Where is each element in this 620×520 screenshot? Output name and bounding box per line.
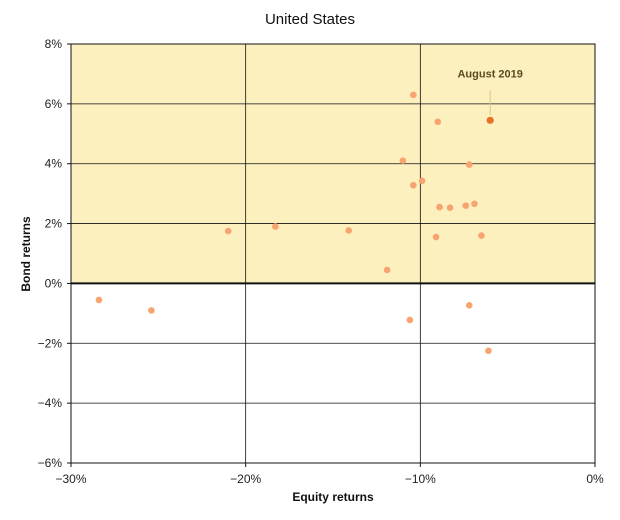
data-point (434, 118, 442, 126)
data-point (224, 227, 232, 235)
data-point (485, 347, 492, 355)
data-point (436, 203, 443, 211)
data-points (95, 91, 494, 355)
data-point (399, 157, 407, 165)
y-axis-ticks: −6% −4% −2% 0% 2% 4% 6% 8% (38, 37, 71, 470)
data-point (478, 232, 485, 239)
y-tick-label: 2% (45, 217, 63, 231)
data-point (95, 296, 103, 304)
highlight-point (486, 116, 494, 124)
x-axis-title: Equity returns (292, 490, 374, 504)
y-tick-label: 6% (45, 97, 63, 111)
data-point (383, 266, 391, 274)
y-tick-label: 4% (45, 157, 63, 171)
data-point (462, 202, 470, 209)
data-point (418, 177, 426, 185)
data-point (148, 307, 155, 314)
y-tick-label: −4% (38, 396, 63, 410)
plot-frame (70, 43, 596, 464)
data-point (410, 181, 417, 189)
data-point (471, 200, 478, 208)
y-tick-label: −6% (38, 456, 63, 470)
data-point (465, 301, 473, 309)
x-tick-label: −20% (230, 472, 261, 486)
y-axis-title: Bond returns (19, 216, 33, 292)
y-tick-label: −2% (38, 336, 63, 350)
x-axis-ticks: −30% −20% −10% 0% (55, 463, 604, 486)
data-point (446, 204, 454, 212)
x-tick-label: −10% (405, 472, 436, 486)
data-point (465, 161, 473, 168)
data-point (406, 316, 414, 324)
y-tick-label: 0% (45, 276, 63, 290)
data-point (345, 227, 353, 234)
data-point (432, 233, 440, 241)
data-point (410, 91, 417, 99)
x-tick-label: −30% (55, 472, 86, 486)
y-tick-label: 8% (45, 37, 63, 51)
data-point (272, 223, 279, 230)
chart-title: United States (265, 11, 355, 28)
annotation-label: August 2019 (457, 68, 522, 80)
x-tick-label: 0% (586, 472, 604, 486)
